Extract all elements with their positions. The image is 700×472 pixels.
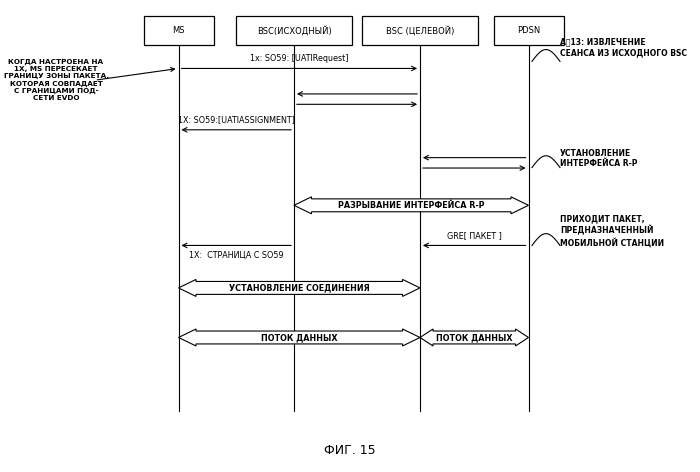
Text: КОГДА НАСТРОЕНА НА
1Х, MS ПЕРЕСЕКАЕТ
ГРАНИЦУ ЗОНЫ ПАКЕТА,
КОТОРАЯ СОВПАДАЕТ
С ГР: КОГДА НАСТРОЕНА НА 1Х, MS ПЕРЕСЕКАЕТ ГРА… [4, 59, 108, 101]
Polygon shape [420, 329, 528, 346]
Polygon shape [178, 279, 420, 296]
FancyBboxPatch shape [144, 16, 214, 45]
FancyBboxPatch shape [236, 16, 351, 45]
Text: PDSN: PDSN [517, 26, 540, 35]
Text: УСТАНОВЛЕНИЕ СОЕДИНЕНИЯ: УСТАНОВЛЕНИЕ СОЕДИНЕНИЯ [229, 283, 370, 293]
Text: УСТАНОВЛЕНИЕ
ИНТЕРФЕЙСА R-P: УСТАНОВЛЕНИЕ ИНТЕРФЕЙСА R-P [560, 149, 638, 168]
FancyBboxPatch shape [494, 16, 564, 45]
Text: MS: MS [172, 26, 185, 35]
Text: ПОТОК ДАННЫХ: ПОТОК ДАННЫХ [436, 333, 512, 342]
Text: ПРИХОДИТ ПАКЕТ,
ПРЕДНАЗНАЧЕННЫЙ
МОБИЛЬНОЙ СТАНЦИИ: ПРИХОДИТ ПАКЕТ, ПРЕДНАЗНАЧЕННЫЙ МОБИЛЬНО… [560, 215, 664, 247]
Text: BSC(ИСХОДНЫЙ): BSC(ИСХОДНЫЙ) [257, 26, 331, 35]
Polygon shape [294, 197, 528, 214]
Text: ФИГ. 15: ФИГ. 15 [324, 444, 376, 457]
Text: 1X: SO59:[UATIASSIGNMENT]: 1X: SO59:[UATIASSIGNMENT] [178, 115, 295, 124]
FancyBboxPatch shape [363, 16, 477, 45]
Text: А13: ИЗВЛЕЧЕНИЕ
СЕАНСА ИЗ ИСХОДНОГО BSC: А13: ИЗВЛЕЧЕНИЕ СЕАНСА ИЗ ИСХОДНОГО BSC [560, 38, 687, 57]
Text: BSC (ЦЕЛЕВОЙ): BSC (ЦЕЛЕВОЙ) [386, 26, 454, 35]
Text: 1X:  СТРАНИЦА С SO59: 1X: СТРАНИЦА С SO59 [189, 251, 284, 260]
Text: РАЗРЫВАНИЕ ИНТЕРФЕЙСА R-P: РАЗРЫВАНИЕ ИНТЕРФЕЙСА R-P [338, 201, 484, 210]
Polygon shape [178, 329, 420, 346]
Text: GRE[ ПАКЕТ ]: GRE[ ПАКЕТ ] [447, 231, 502, 240]
Text: ПОТОК ДАННЫХ: ПОТОК ДАННЫХ [261, 333, 337, 342]
Text: 1x: SO59: [UATIRequest]: 1x: SO59: [UATIRequest] [250, 54, 349, 63]
